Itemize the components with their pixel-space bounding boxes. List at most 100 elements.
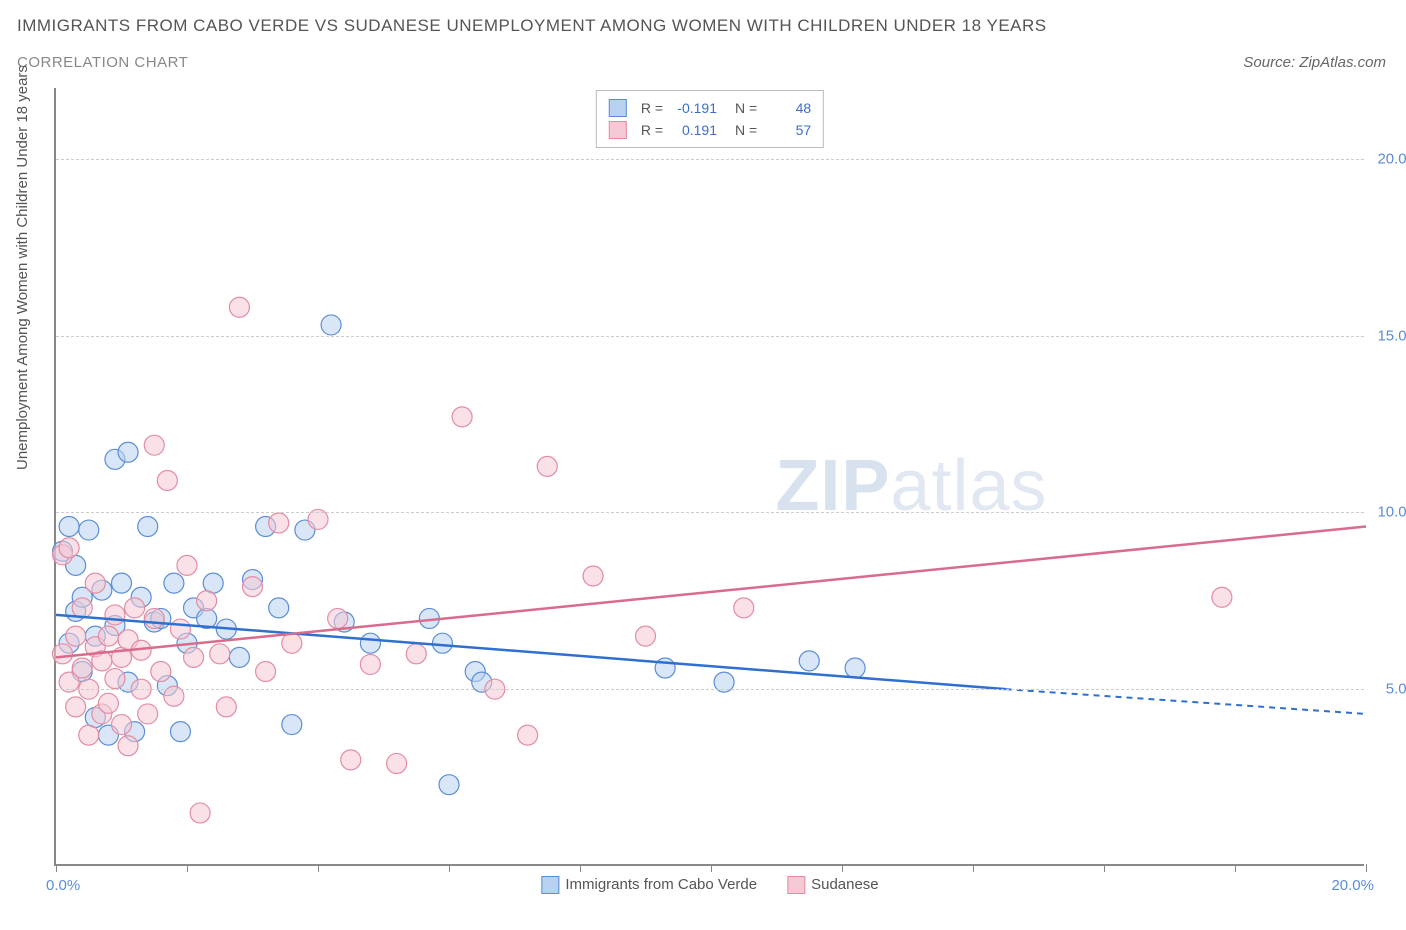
source-name: ZipAtlas.com xyxy=(1299,54,1386,71)
data-point xyxy=(105,605,125,625)
x-axis-max-label: 20.0% xyxy=(1331,877,1374,894)
r-value-1: -0.191 xyxy=(671,97,717,119)
data-point xyxy=(170,619,190,639)
data-point xyxy=(53,644,73,664)
data-point xyxy=(229,297,249,317)
data-point xyxy=(105,669,125,689)
y-axis-label: Unemployment Among Women with Children U… xyxy=(14,65,31,470)
legend-swatch-2 xyxy=(609,121,627,139)
data-point xyxy=(518,725,538,745)
trend-line-extrapolated xyxy=(1006,689,1366,714)
gridline xyxy=(56,159,1364,160)
data-point xyxy=(164,573,184,593)
legend-row-series-1: R = -0.191 N = 48 xyxy=(609,97,811,119)
n-value-2: 57 xyxy=(765,119,811,141)
y-tick-label: 10.0% xyxy=(1377,504,1406,521)
data-point xyxy=(360,654,380,674)
chart-svg xyxy=(56,88,1364,864)
r-value-2: 0.191 xyxy=(671,119,717,141)
data-point xyxy=(216,697,236,717)
data-point xyxy=(118,442,138,462)
data-point xyxy=(537,456,557,476)
source-prefix: Source: xyxy=(1243,54,1299,71)
x-tick xyxy=(56,864,57,872)
x-tick xyxy=(1104,864,1105,872)
data-point xyxy=(269,598,289,618)
x-tick xyxy=(318,864,319,872)
data-point xyxy=(734,598,754,618)
data-point xyxy=(341,750,361,770)
data-point xyxy=(636,626,656,646)
r-label: R = xyxy=(641,119,663,141)
r-label: R = xyxy=(641,97,663,119)
data-point xyxy=(72,658,92,678)
data-point xyxy=(184,647,204,667)
data-point xyxy=(72,598,92,618)
n-value-1: 48 xyxy=(765,97,811,119)
gridline xyxy=(56,689,1364,690)
chart-subtitle: CORRELATION CHART xyxy=(17,54,188,71)
x-tick xyxy=(1235,864,1236,872)
data-point xyxy=(190,803,210,823)
data-point xyxy=(112,715,132,735)
data-point xyxy=(59,517,79,537)
x-tick xyxy=(973,864,974,872)
x-tick xyxy=(187,864,188,872)
legend-swatch-bottom-2 xyxy=(787,876,805,894)
data-point xyxy=(138,704,158,724)
data-point xyxy=(406,644,426,664)
data-point xyxy=(79,520,99,540)
series-legend: Immigrants from Cabo Verde Sudanese xyxy=(541,876,878,894)
data-point xyxy=(243,577,263,597)
data-point xyxy=(170,722,190,742)
n-label: N = xyxy=(735,119,757,141)
data-point xyxy=(1212,587,1232,607)
x-tick xyxy=(1366,864,1367,872)
data-point xyxy=(799,651,819,671)
n-label: N = xyxy=(735,97,757,119)
data-point xyxy=(151,662,171,682)
x-tick xyxy=(842,864,843,872)
data-point xyxy=(66,697,86,717)
data-point xyxy=(203,573,223,593)
x-tick xyxy=(711,864,712,872)
data-point xyxy=(177,555,197,575)
data-point xyxy=(79,725,99,745)
data-point xyxy=(125,598,145,618)
legend-row-series-2: R = 0.191 N = 57 xyxy=(609,119,811,141)
legend-swatch-1 xyxy=(609,99,627,117)
data-point xyxy=(269,513,289,533)
chart-title: IMMIGRANTS FROM CABO VERDE VS SUDANESE U… xyxy=(17,16,1047,36)
legend-swatch-bottom-1 xyxy=(541,876,559,894)
y-tick-label: 20.0% xyxy=(1377,150,1406,167)
data-point xyxy=(66,626,86,646)
chart-plot-area: ZIPatlas R = -0.191 N = 48 R = 0.191 N =… xyxy=(54,88,1364,866)
data-point xyxy=(321,315,341,335)
legend-label-1: Immigrants from Cabo Verde xyxy=(565,876,757,893)
data-point xyxy=(432,633,452,653)
data-point xyxy=(138,517,158,537)
data-point xyxy=(256,662,276,682)
gridline xyxy=(56,336,1364,337)
data-point xyxy=(439,775,459,795)
data-point xyxy=(328,608,348,628)
data-point xyxy=(112,573,132,593)
y-tick-label: 5.0% xyxy=(1386,681,1406,698)
data-point xyxy=(98,693,118,713)
data-point xyxy=(59,538,79,558)
data-point xyxy=(118,736,138,756)
data-point xyxy=(85,573,105,593)
data-point xyxy=(144,435,164,455)
data-point xyxy=(98,626,118,646)
data-point xyxy=(144,608,164,628)
data-point xyxy=(282,633,302,653)
source-attribution: Source: ZipAtlas.com xyxy=(1243,54,1386,71)
y-tick-label: 15.0% xyxy=(1377,327,1406,344)
data-point xyxy=(229,647,249,667)
data-point xyxy=(360,633,380,653)
legend-label-2: Sudanese xyxy=(811,876,879,893)
data-point xyxy=(845,658,865,678)
legend-item-2: Sudanese xyxy=(787,876,879,894)
x-axis-min-label: 0.0% xyxy=(46,877,80,894)
data-point xyxy=(387,753,407,773)
